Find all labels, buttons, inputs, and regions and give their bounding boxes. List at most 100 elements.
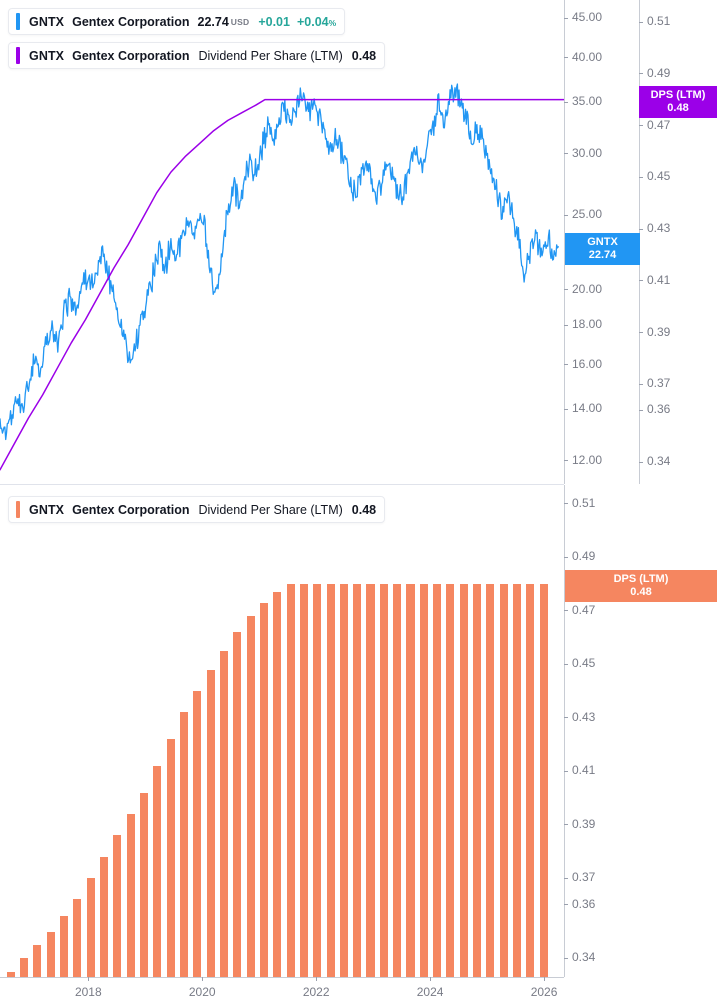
dps-bar — [313, 583, 322, 977]
dps-bar — [20, 958, 29, 977]
dps-pane: GNTX Gentex Corporation Dividend Per Sha… — [0, 485, 717, 1005]
legend-last-price: 22.74 — [197, 14, 229, 29]
tick-label: 0.51 — [647, 14, 671, 28]
badge-label: GNTX — [587, 235, 618, 248]
dps-bar — [219, 650, 228, 977]
axis-line — [564, 0, 565, 484]
tick-mark — [564, 57, 568, 59]
dps-bar — [433, 583, 442, 977]
tick-label: 2018 — [74, 985, 102, 999]
x-axis[interactable]: 2018 2020 2022 2024 2026 — [0, 977, 564, 1005]
legend-ticker: GNTX — [29, 14, 65, 29]
dps-bar — [526, 583, 535, 977]
tick-mark — [564, 460, 568, 462]
dps-bar — [406, 583, 415, 977]
dps-bar — [539, 583, 548, 977]
tick-mark — [564, 610, 568, 612]
legend-currency: USD — [230, 16, 250, 27]
dps-bar — [179, 712, 189, 977]
tick-mark — [544, 977, 546, 981]
legend-color-swatch-dps — [16, 47, 20, 64]
tick-label: 0.36 — [647, 402, 671, 417]
price-y-axis[interactable]: 45.00 40.00 35.00 30.00 25.00 20.00 18.00 16.00… — [564, 0, 639, 484]
dps-bar — [206, 669, 215, 977]
legend-color-swatch-dps-bars — [16, 501, 20, 518]
legend-indicator-value: 0.48 — [351, 502, 377, 517]
tick-label: 0.51 — [572, 495, 596, 510]
tick-mark — [564, 770, 568, 772]
price-value-badge: GNTX 22.74 — [565, 232, 640, 265]
dps-overlay-line — [0, 98, 564, 471]
tick-label: 16.00 — [572, 356, 603, 371]
legend-indicator-value: 0.48 — [351, 48, 377, 63]
dps-bar — [73, 899, 82, 977]
legend-change-percent: +0.04% — [296, 14, 337, 29]
price-plot-area[interactable] — [0, 0, 564, 484]
legend-ticker: GNTX — [29, 48, 65, 63]
tick-mark — [564, 289, 568, 291]
badge-label: DPS (LTM) — [650, 88, 706, 101]
tick-label: 0.41 — [572, 763, 596, 778]
tick-mark — [202, 977, 204, 981]
dps-bar — [366, 583, 375, 977]
legend-ticker: GNTX — [29, 502, 65, 517]
dps-pane-y-axis[interactable]: 0.51 0.49 0.47 0.45 0.43 0.41 0.39 0.37 0.36 0.34 — [564, 485, 717, 977]
dps-bar — [286, 583, 295, 977]
badge-value: 0.48 — [667, 101, 689, 114]
tick-label: 14.00 — [572, 401, 603, 416]
tick-mark — [564, 214, 568, 216]
dps-bar — [326, 583, 335, 977]
dps-bar — [353, 583, 362, 977]
badge-label: DPS (LTM) — [613, 572, 669, 585]
tick-mark — [564, 824, 568, 826]
tick-label: 0.39 — [572, 816, 596, 831]
legend-dps-overlay[interactable]: GNTX Gentex Corporation Dividend Per Sha… — [8, 42, 386, 69]
dps-bar — [126, 813, 135, 977]
dps-bar — [259, 602, 268, 977]
percent-sign: % — [328, 17, 337, 28]
dps-bar — [233, 632, 242, 977]
tick-label: 0.37 — [572, 870, 596, 885]
dps-bar — [153, 765, 162, 977]
dps-bar — [459, 583, 468, 977]
tick-mark — [639, 73, 643, 75]
dps-bar — [339, 583, 348, 977]
tick-mark — [639, 280, 643, 282]
tick-label: 0.43 — [647, 221, 671, 236]
tick-mark — [564, 904, 568, 906]
dps-bar — [379, 583, 388, 977]
badge-value: 22.74 — [588, 248, 617, 261]
dps-bar — [113, 835, 122, 977]
tick-label: 0.39 — [647, 324, 671, 339]
tick-label: 12.00 — [572, 452, 603, 467]
dps-bar — [393, 583, 402, 977]
tick-mark — [564, 153, 568, 155]
legend-dps-pane[interactable]: GNTX Gentex Corporation Dividend Per Sha… — [8, 496, 386, 523]
legend-price-quote[interactable]: GNTX Gentex Corporation 22.74 USD +0.01 … — [8, 8, 346, 35]
tick-mark — [639, 461, 643, 463]
price-line — [0, 83, 559, 441]
tick-label: 35.00 — [572, 94, 603, 109]
tick-mark — [639, 228, 643, 230]
tick-label: 40.00 — [572, 49, 603, 64]
legend-change-absolute: +0.01 — [258, 14, 290, 29]
dps-bar — [513, 583, 522, 977]
tick-mark — [639, 21, 643, 23]
dps-overlay-value-badge: DPS (LTM) 0.48 — [639, 85, 717, 118]
tick-mark — [88, 977, 90, 981]
tick-mark — [564, 877, 568, 879]
tick-label: 0.49 — [647, 65, 671, 80]
tick-label: 0.36 — [572, 896, 596, 911]
dps-overlay-y-axis[interactable]: 0.51 0.49 0.47 0.45 0.43 0.41 0.39 0.37 0.36 0.34 — [639, 0, 717, 484]
tick-label: 0.43 — [572, 709, 596, 724]
tick-mark — [564, 17, 568, 19]
dps-bar — [273, 591, 282, 977]
dps-bar — [246, 616, 255, 977]
dps-plot-area[interactable] — [0, 485, 564, 977]
dps-bar — [419, 583, 428, 977]
tick-label: 0.41 — [647, 272, 671, 287]
dps-bar — [473, 583, 482, 977]
tick-label: 2024 — [416, 985, 444, 999]
tick-label: 0.47 — [572, 602, 596, 617]
